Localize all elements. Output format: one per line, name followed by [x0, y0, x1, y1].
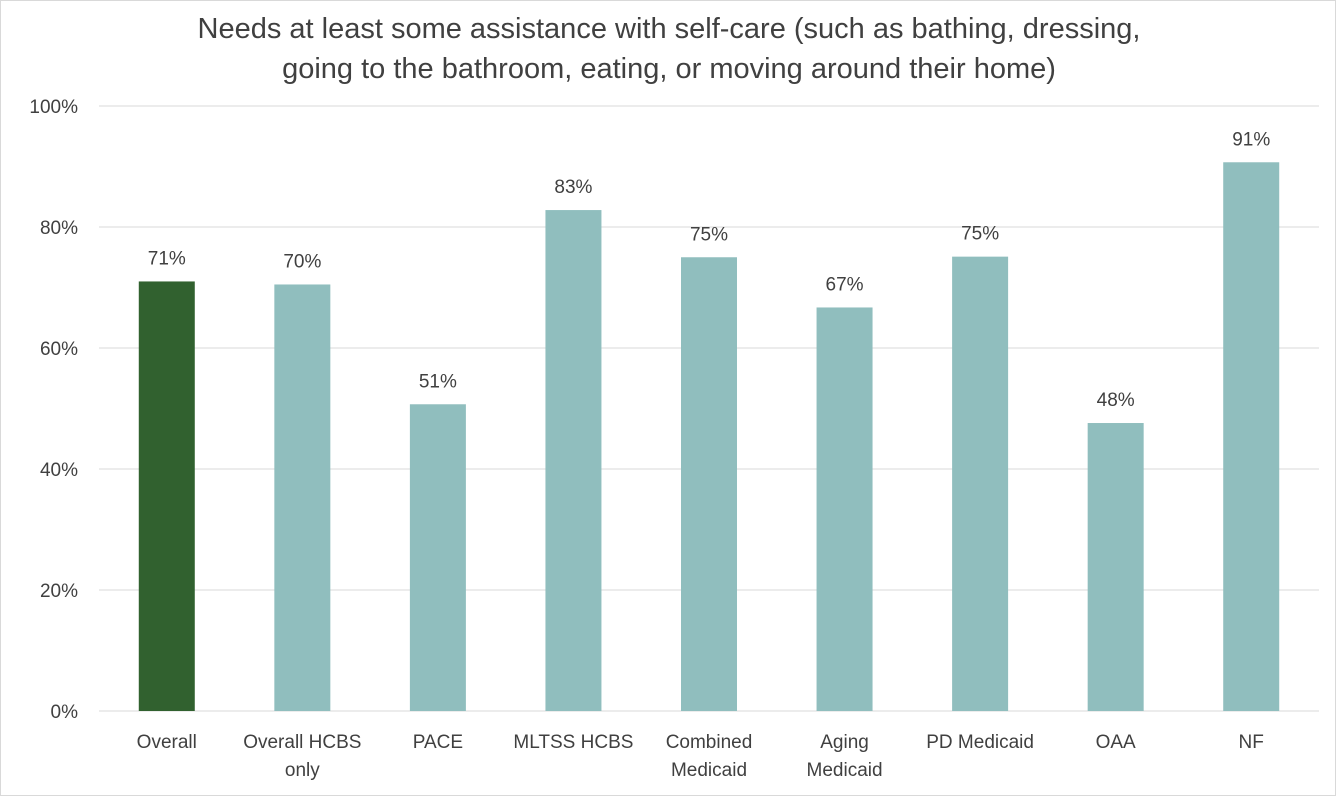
- chart-title-line-1: Needs at least some assistance with self…: [197, 13, 1141, 45]
- x-tick-label: Combined Medicaid: [666, 732, 753, 781]
- data-label: 70%: [283, 251, 321, 272]
- bar: [138, 281, 195, 711]
- data-label: 67%: [826, 274, 864, 295]
- bar: [681, 257, 737, 711]
- y-tick-label: 100%: [29, 97, 78, 118]
- bar: [816, 307, 873, 711]
- y-tick-label: 40%: [40, 460, 78, 481]
- y-tick-label: 60%: [40, 339, 78, 360]
- x-tick-label: Overall HCBS only: [243, 732, 361, 781]
- x-tick-label: PD Medicaid: [926, 732, 1034, 753]
- x-tick-label: Overall: [137, 732, 197, 753]
- x-tick-label: MLTSS HCBS: [513, 732, 633, 753]
- chart-title: Needs at least some assistance with self…: [1, 9, 1336, 89]
- data-label: 91%: [1232, 129, 1270, 150]
- x-tick-label: OAA: [1096, 732, 1136, 753]
- bar: [545, 210, 602, 711]
- bar: [1223, 162, 1280, 711]
- bar: [1087, 423, 1144, 711]
- x-tick-label: PACE: [413, 732, 463, 753]
- data-label: 75%: [690, 224, 728, 245]
- y-tick-label: 80%: [40, 218, 78, 239]
- data-label: 48%: [1097, 390, 1135, 411]
- y-tick-label: 0%: [51, 702, 79, 723]
- x-tick-label: NF: [1239, 732, 1264, 753]
- bar: [409, 404, 466, 711]
- x-tick-label: Aging Medicaid: [807, 732, 883, 781]
- bar: [952, 256, 1009, 711]
- bar: [274, 284, 331, 711]
- data-label: 71%: [148, 248, 186, 269]
- y-tick-label: 20%: [40, 581, 78, 602]
- data-label: 51%: [419, 371, 457, 392]
- data-label: 83%: [554, 177, 592, 198]
- data-label: 75%: [961, 224, 999, 245]
- chart-title-line-2: going to the bathroom, eating, or moving…: [282, 53, 1056, 85]
